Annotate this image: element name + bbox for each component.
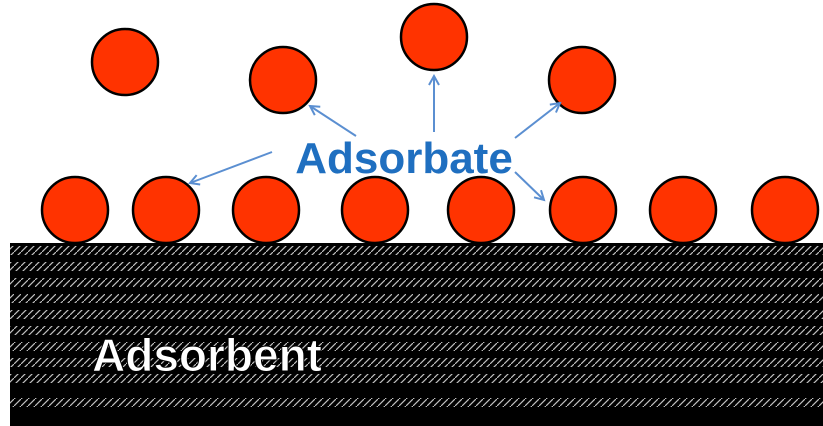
adsorbent-label: Adsorbent <box>92 329 322 381</box>
free-particle <box>90 27 160 97</box>
adsorbent-hatch-band-5 <box>10 310 823 319</box>
adsorbent-hatch-band-9 <box>10 374 823 383</box>
adsorbent-hatch-band-6 <box>10 326 823 335</box>
adsorbed-particles <box>40 175 820 245</box>
adsorbate-label: Adsorbate <box>295 134 513 183</box>
free-particles <box>90 2 617 115</box>
adsorbed-particle <box>750 175 820 245</box>
adsorbent-hatch-band-7 <box>10 342 823 351</box>
adsorbent-hatch-band-10 <box>10 398 823 407</box>
adsorbent-hatch-band-3 <box>10 278 823 287</box>
free-particle <box>399 2 469 72</box>
adsorbed-particle <box>131 175 201 245</box>
adsorbed-particle <box>446 175 516 245</box>
arrow-to-right-particle <box>514 171 544 200</box>
arrow-to-upper-left-particle <box>310 106 357 137</box>
free-particle <box>547 45 617 115</box>
adsorbent-hatch-band-2 <box>10 262 823 271</box>
adsorbed-particle <box>548 175 618 245</box>
adsorbed-particle <box>648 175 718 245</box>
desorption-arrows <box>190 76 560 200</box>
adsorbent-surface <box>10 243 823 426</box>
adsorbed-particle <box>231 175 301 245</box>
adsorbed-particle <box>340 175 410 245</box>
adsorbent-hatch-band-1 <box>10 246 823 255</box>
free-particle <box>248 45 318 115</box>
adsorbent-hatch-band-8 <box>10 358 823 367</box>
arrow-to-upper-right-particle <box>514 103 560 139</box>
adsorbed-particle <box>40 175 110 245</box>
arrow-to-left-particle <box>190 151 273 183</box>
adsorbent-hatch-band-4 <box>10 294 823 303</box>
